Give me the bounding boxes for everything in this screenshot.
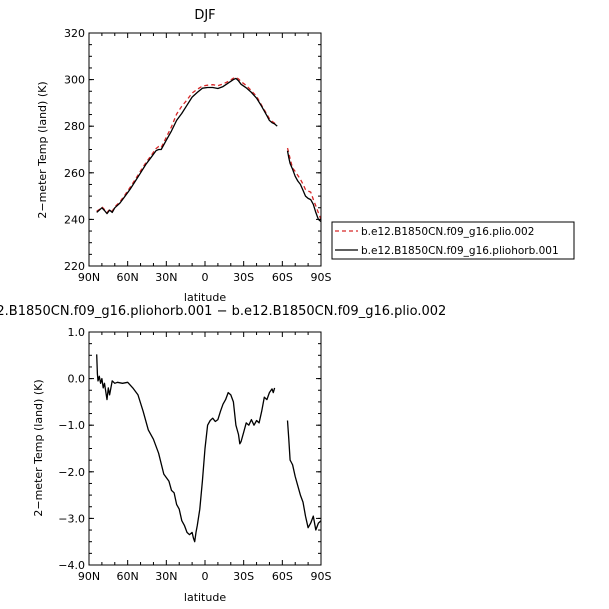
x-tick-label: 30S (233, 271, 254, 284)
top-chart-panel: DJF 90N 60N 30N 0 30S 60S 90S 220 240 260 280 300 32… (36, 8, 332, 304)
legend-label-pliohorb: b.e12.B1850CN.f09_g16.pliohorb.001 (361, 245, 559, 257)
bottom-chart-panel: b.e12.B1850CN.f09_g16.pliohorb.001 − b.e… (0, 304, 446, 604)
top-axis-ticks: 90N 60N 30N 0 30S 60S 90S 220 240 260 280 300 320 (64, 27, 332, 284)
legend: b.e12.B1850CN.f09_g16.plio.002 b.e12.B18… (331, 221, 575, 260)
x-tick-label: 0 (202, 570, 209, 583)
bottom-y-axis-label: 2−meter Temp (land) (K) (32, 379, 45, 516)
x-tick-label: 60S (272, 271, 293, 284)
y-tick-label: 320 (64, 27, 85, 40)
y-tick-label: −1.0 (58, 419, 85, 432)
x-tick-label: 30S (233, 570, 254, 583)
series-line-0-1 (96, 77, 278, 215)
y-tick-label: 0.0 (68, 373, 86, 386)
x-tick-label: 60N (117, 570, 139, 583)
y-tick-label: −3.0 (58, 512, 85, 525)
x-tick-label: 60N (117, 271, 139, 284)
y-tick-label: −4.0 (58, 559, 85, 572)
bottom-chart-title: b.e12.B1850CN.f09_g16.pliohorb.001 − b.e… (0, 304, 446, 319)
top-series-group (96, 76, 322, 223)
x-tick-label: 90N (78, 271, 100, 284)
x-tick-label: 90S (311, 271, 332, 284)
x-tick-label: 30N (155, 271, 177, 284)
series-line-1-0 (286, 420, 321, 531)
y-tick-label: 280 (64, 120, 85, 133)
y-tick-label: 240 (64, 213, 85, 226)
series-line-0-0 (286, 147, 322, 220)
legend-label-plio: b.e12.B1850CN.f09_g16.plio.002 (361, 226, 534, 238)
series-line-1-0 (96, 354, 276, 543)
x-tick-label: 90N (78, 570, 100, 583)
bottom-series-group (96, 354, 321, 543)
y-tick-label: −2.0 (58, 466, 85, 479)
top-plot-frame (88, 32, 322, 267)
bottom-x-axis-label: latitude (184, 591, 226, 604)
top-y-axis-label: 2−meter Temp (land) (K) (36, 81, 49, 218)
series-line-0-0 (96, 76, 278, 214)
x-tick-label: 30N (155, 570, 177, 583)
top-x-axis-label: latitude (184, 291, 226, 304)
x-tick-label: 60S (272, 570, 293, 583)
series-line-0-1 (286, 150, 322, 223)
y-tick-label: 260 (64, 167, 85, 180)
legend-box (331, 221, 575, 260)
x-tick-label: 0 (202, 271, 209, 284)
top-chart-title: DJF (194, 8, 215, 23)
y-tick-label: 220 (64, 260, 85, 273)
x-tick-label: 90S (311, 570, 332, 583)
y-tick-label: 1.0 (68, 326, 86, 339)
bottom-axis-ticks: 90N 60N 30N 0 30S 60S 90S −4.0 −3.0 −2.0 −1.0 0.0 1.… (58, 326, 331, 583)
y-tick-label: 300 (64, 74, 85, 87)
